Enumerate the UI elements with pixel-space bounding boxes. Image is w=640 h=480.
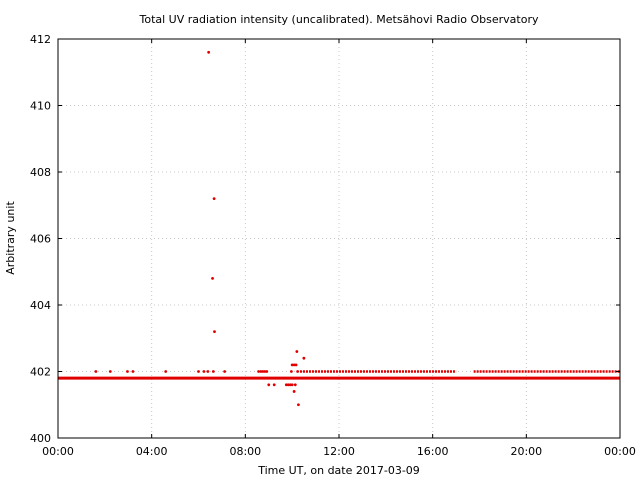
data-point (164, 370, 168, 373)
y-tick-label: 412 (30, 33, 51, 46)
x-tick-label: 16:00 (417, 445, 449, 458)
y-tick-label: 404 (30, 299, 51, 312)
y-axis-label: Arbitrary unit (4, 201, 17, 275)
data-point (294, 363, 298, 367)
x-axis-label: Time UT, on date 2017-03-09 (257, 464, 420, 477)
data-point (263, 370, 267, 373)
data-point (265, 370, 269, 373)
data-point (197, 370, 200, 373)
data-point (289, 370, 293, 373)
data-point (126, 370, 129, 373)
y-tick-label: 408 (30, 166, 51, 179)
data-point (206, 370, 210, 373)
x-tick-label: 00:00 (42, 445, 74, 458)
x-tick-label: 04:00 (136, 445, 168, 458)
data-points (58, 50, 620, 407)
y-tick-label: 402 (30, 366, 51, 379)
data-point (211, 370, 215, 373)
data-point (212, 197, 216, 201)
data-point (259, 370, 263, 373)
data-point (295, 350, 299, 353)
y-tick-label: 406 (30, 233, 51, 246)
x-tick-label: 20:00 (510, 445, 542, 458)
data-point (292, 390, 296, 393)
data-point (272, 383, 276, 387)
y-axis: 400 402 404 406 408 410 412 (30, 33, 620, 445)
x-tick-label: 08:00 (229, 445, 261, 458)
chart-title: Total UV radiation intensity (uncalibrat… (139, 13, 539, 26)
data-point (288, 383, 292, 387)
y-tick-label: 410 (30, 100, 51, 113)
data-point (302, 356, 306, 360)
data-point (293, 383, 297, 387)
data-point (290, 363, 294, 367)
data-point (207, 50, 211, 54)
data-point (290, 383, 294, 387)
data-point (257, 370, 261, 373)
data-point (297, 403, 300, 407)
data-point (94, 370, 98, 373)
data-point (292, 363, 296, 367)
x-tick-label: 12:00 (323, 445, 355, 458)
data-point (284, 383, 288, 387)
data-point (108, 370, 112, 373)
data-point (223, 370, 227, 373)
data-point (296, 370, 300, 373)
data-point (213, 330, 216, 333)
data-point (131, 370, 135, 373)
x-tick-label: 00:00 (604, 445, 636, 458)
data-point (286, 383, 290, 387)
y-tick-label: 400 (30, 432, 51, 445)
data-point (211, 277, 214, 280)
data-point (267, 383, 271, 387)
data-point (202, 370, 206, 373)
data-point (261, 370, 265, 373)
x-axis: 00:00 04:00 08:00 12:00 16:00 20:00 00:00 (42, 39, 636, 458)
